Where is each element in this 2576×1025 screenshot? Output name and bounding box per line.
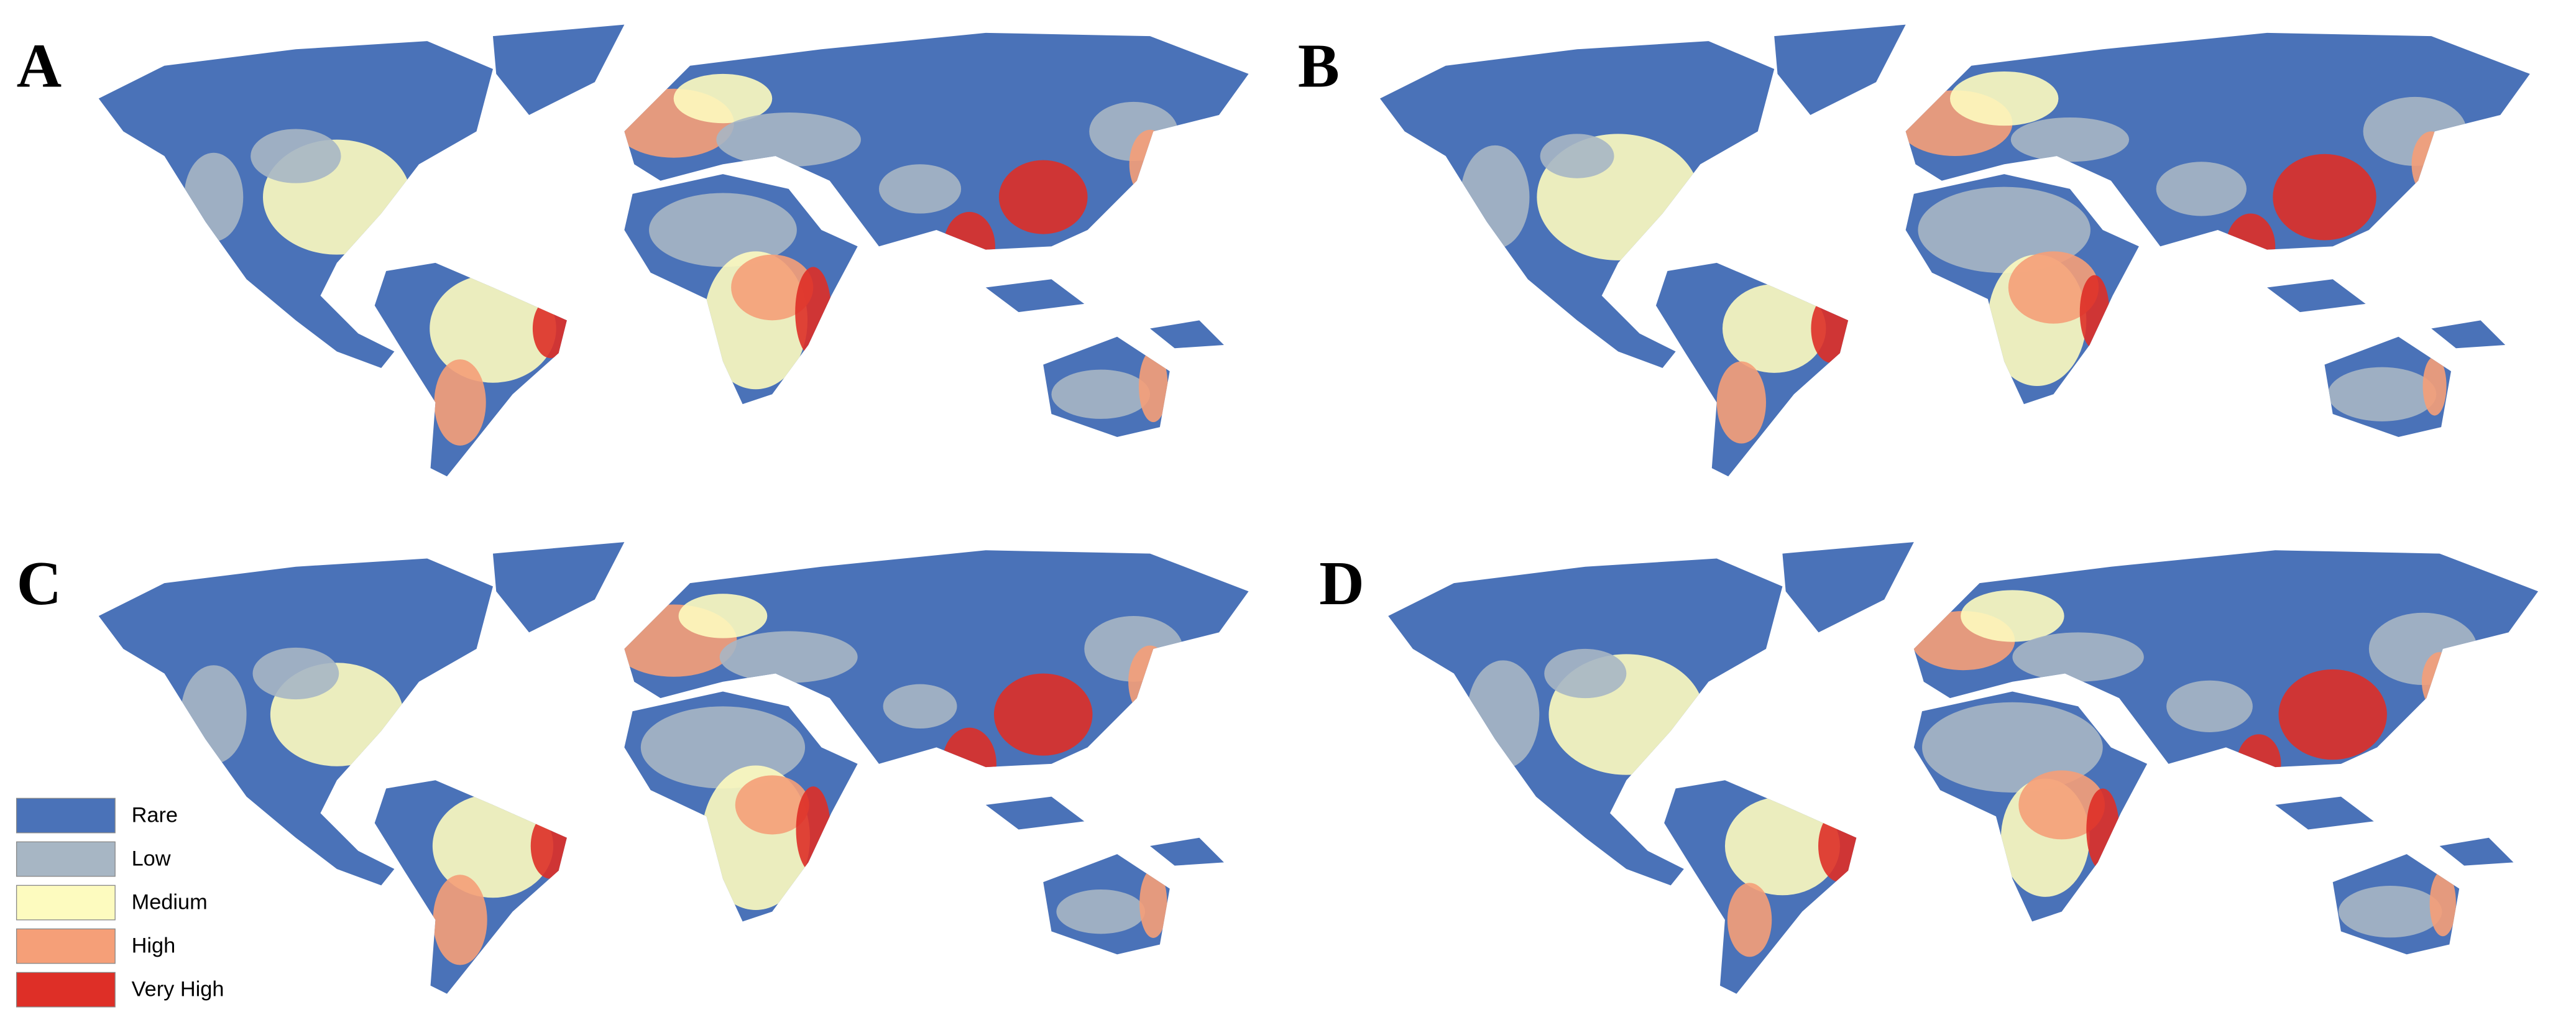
suitability-zone <box>2225 213 2276 280</box>
suitability-zone <box>1051 369 1151 419</box>
suitability-zone <box>434 359 486 446</box>
suitability-zone <box>1727 883 1772 957</box>
suitability-overlay <box>180 594 1183 965</box>
panel-label: A <box>17 31 62 100</box>
legend-swatch <box>16 841 116 877</box>
suitability-zone <box>673 73 773 124</box>
suitability-zone <box>2086 788 2120 871</box>
suitability-zone <box>251 129 341 183</box>
landmass <box>985 279 1085 313</box>
suitability-zone <box>735 775 809 835</box>
suitability-zone <box>1724 796 1840 896</box>
suitability-zone <box>432 794 554 898</box>
suitability-zone <box>649 193 797 267</box>
suitability-zone <box>1716 361 1767 444</box>
suitability-zone <box>878 164 962 214</box>
legend-swatch <box>16 797 116 834</box>
suitability-zone <box>943 211 995 281</box>
suitability-zone <box>2278 669 2387 760</box>
suitability-zone <box>2156 162 2247 216</box>
suitability-zone <box>2008 251 2099 324</box>
suitability-zone <box>2411 131 2451 198</box>
legend-swatch <box>16 972 116 1008</box>
landmass <box>1782 542 1914 633</box>
suitability-zone <box>2338 886 2442 938</box>
suitability-zone <box>184 152 244 242</box>
landmass <box>2275 796 2374 830</box>
map-panel <box>1379 24 2530 477</box>
suitability-zone <box>1918 186 2091 273</box>
map-panel <box>98 24 1249 477</box>
suitability-zone <box>2421 652 2458 712</box>
landmass <box>1150 837 1224 866</box>
landmass <box>1774 24 1906 115</box>
suitability-zone <box>993 673 1093 756</box>
legend-label: Rare <box>132 803 178 827</box>
landmass <box>2431 320 2506 349</box>
suitability-zone <box>678 594 768 638</box>
legend-swatch <box>16 928 116 964</box>
suitability-zone <box>1544 648 1627 699</box>
legend-label: Low <box>132 847 171 870</box>
suitability-zone <box>2018 770 2105 840</box>
suitability-zone <box>2273 154 2376 241</box>
suitability-zone <box>2422 356 2447 416</box>
suitability-zone <box>1056 889 1146 934</box>
suitability-zone <box>1139 349 1168 423</box>
suitability-zone <box>1949 71 2059 126</box>
suitability-zone <box>1128 645 1172 718</box>
suitability-zone <box>2237 734 2281 794</box>
suitability-zone <box>1460 145 1530 249</box>
landmass <box>492 542 625 633</box>
panel-label: B <box>1298 31 1340 100</box>
legend-label: High <box>132 934 176 958</box>
suitability-zone <box>1811 294 1853 364</box>
suitability-zone <box>530 813 571 879</box>
legend-label: Very High <box>132 978 224 1001</box>
suitability-zone <box>942 727 996 800</box>
legend-label: Medium <box>132 891 208 914</box>
landmass <box>2267 279 2366 313</box>
map-panel <box>98 542 1249 994</box>
suitability-zone <box>2166 680 2253 732</box>
landmass <box>985 796 1085 830</box>
suitability-zone <box>2327 367 2437 421</box>
landmass <box>624 550 1249 768</box>
suitability-zone <box>1722 284 1826 373</box>
suitability-zone <box>796 786 831 873</box>
landmass <box>2439 837 2514 866</box>
suitability-overlay <box>1467 590 2478 957</box>
panel-label: D <box>1319 549 1364 618</box>
suitability-zone <box>1129 129 1171 199</box>
landmass <box>624 32 1249 250</box>
map-panel <box>1388 542 2539 994</box>
suitability-zone <box>1467 660 1540 769</box>
suitability-zone <box>2010 117 2130 162</box>
suitability-zone <box>1961 590 2064 642</box>
suitability-zone <box>716 113 861 167</box>
landmass <box>1150 320 1224 349</box>
suitability-zone <box>795 267 832 357</box>
suitability-zone <box>532 298 569 359</box>
suitability-zone <box>433 875 487 965</box>
suitability-zone <box>1139 868 1167 938</box>
landmass <box>492 24 625 115</box>
suitability-zone <box>1922 702 2103 793</box>
suitability-zone <box>252 647 339 700</box>
suitability-zone <box>2079 275 2110 349</box>
suitability-zone <box>731 254 814 321</box>
suitability-zone <box>883 684 957 729</box>
suitability-zone <box>998 160 1088 234</box>
suitability-zone <box>1540 134 1614 178</box>
suitability-zone <box>719 631 858 683</box>
suitability-zone <box>2012 632 2144 682</box>
suitability-zone <box>2429 870 2456 937</box>
suitability-zone <box>1818 809 1862 883</box>
panel-label: C <box>17 549 62 618</box>
legend-swatch <box>16 885 116 921</box>
suitability-zone <box>180 665 247 764</box>
